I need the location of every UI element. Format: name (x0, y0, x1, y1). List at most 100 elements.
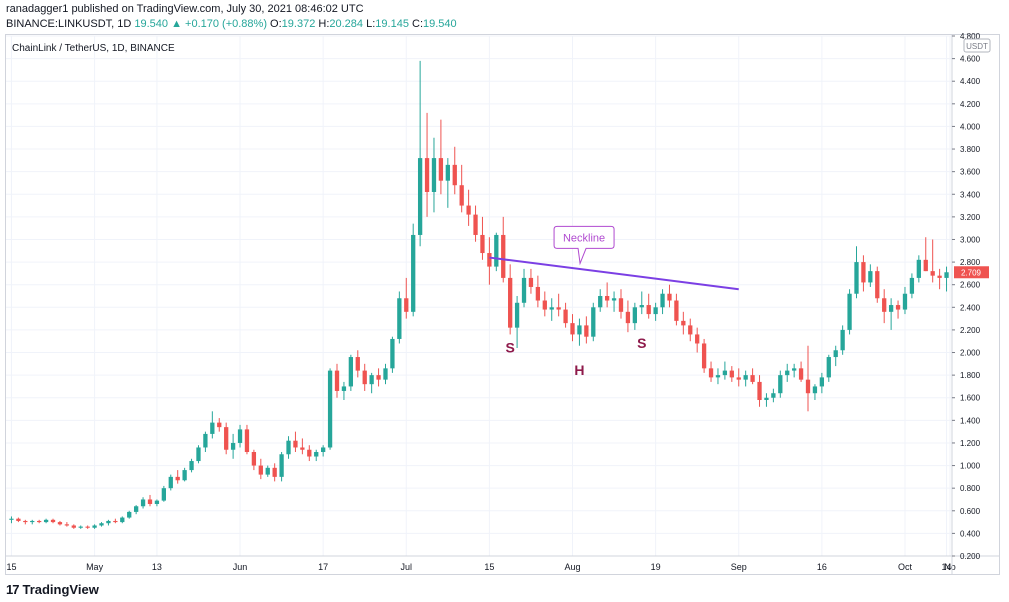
neckline-trendline (489, 256, 739, 291)
y-tick-label: 0.600 (960, 507, 981, 516)
candle-body (189, 461, 194, 471)
candle-body (390, 338, 395, 369)
candle-body (556, 307, 561, 310)
candle-body (487, 253, 492, 267)
tradingview-logo[interactable]: 17 TradingView (6, 582, 99, 597)
candle-body (314, 452, 319, 457)
candle-body (764, 397, 769, 400)
currency-box (963, 38, 991, 53)
candle-body (715, 375, 721, 378)
candle-body (570, 323, 575, 335)
x-tick-label: Jul (401, 562, 413, 572)
candle-body (674, 300, 679, 321)
y-tick-label: 2.200 (960, 326, 981, 335)
y-tick-label: 4.600 (960, 55, 981, 64)
x-tick-label: 15 (6, 562, 16, 572)
candle-body (549, 307, 554, 310)
tradingview-logo-text: TradingView (22, 582, 99, 597)
candle-body (826, 357, 831, 378)
x-tick-label: 13 (152, 562, 162, 572)
candle-body (466, 205, 471, 215)
chart-frame (5, 34, 1000, 575)
candle-body (57, 522, 63, 525)
candle-body (411, 234, 416, 312)
candle-body (792, 368, 797, 371)
candle-body (217, 422, 222, 428)
candle-body (708, 368, 714, 378)
candle-body (805, 379, 811, 394)
pattern-label-s: S (505, 340, 514, 356)
candle-body (431, 158, 437, 192)
candle-body (168, 476, 173, 489)
candle-body (341, 386, 347, 391)
candle-body (445, 164, 450, 181)
x-tick-label: Sep (731, 562, 747, 572)
candle-body (701, 343, 707, 369)
candle-body (120, 517, 125, 523)
candle-body (133, 506, 139, 512)
candle-body (916, 259, 921, 278)
candle-body (196, 447, 201, 462)
candle-body (265, 467, 270, 475)
candle-body (501, 234, 506, 278)
candle-body (106, 520, 111, 524)
candle-body (175, 476, 180, 481)
x-tick-label: 15 (484, 562, 494, 572)
y-tick-label: 2.600 (960, 281, 981, 290)
candle-body (293, 440, 298, 448)
candle-body (154, 500, 160, 504)
candle-body (840, 329, 845, 351)
pattern-label-h: H (574, 362, 584, 378)
candle-body (646, 305, 651, 315)
y-tick-label: 4.200 (960, 100, 981, 109)
candle-body (750, 375, 755, 382)
x-tick-label: Oct (898, 562, 913, 572)
x-tick-label: 17 (318, 562, 328, 572)
candle-body (722, 370, 728, 376)
candle-body (286, 440, 291, 455)
candle-body (514, 302, 520, 328)
y-tick-label: 4.400 (960, 77, 981, 86)
candle-body (37, 520, 42, 523)
y-tick-label: 1.600 (960, 394, 981, 403)
candle-body (625, 311, 631, 324)
y-tick-label: 0.800 (960, 484, 981, 493)
y-tick-label: 2.800 (960, 258, 981, 267)
x-tick-label: Jun (233, 562, 248, 572)
candle-body (785, 370, 790, 376)
candle-body (43, 519, 49, 523)
candle-body (584, 325, 589, 337)
instrument-title: ChainLink / TetherUS, 1D, BINANCE (12, 43, 175, 54)
candle-body (438, 158, 444, 181)
candle-body (30, 520, 35, 523)
candle-body (473, 214, 478, 235)
candle-body (494, 234, 499, 267)
candle-body (64, 524, 70, 526)
candle-body (417, 158, 423, 235)
symbol-label: BINANCE:LINKUSDT, 1D (6, 18, 132, 30)
candle-body (598, 296, 603, 308)
candle-body (508, 277, 513, 328)
candle-body (279, 454, 284, 477)
candle-body (888, 305, 894, 312)
ohlc-low: 19.145 (375, 18, 409, 30)
candle-body (833, 350, 838, 358)
ohlc-close-label: C: (412, 18, 424, 30)
candle-body (224, 427, 229, 450)
candle-body (923, 259, 928, 272)
candle-body (78, 526, 83, 528)
candle-body (743, 375, 748, 380)
candle-body (113, 520, 118, 523)
candle-body (272, 467, 277, 477)
ohlc-high-label: H: (318, 18, 330, 30)
candle-body (937, 275, 942, 278)
candle-body (577, 325, 582, 335)
candle-body (327, 370, 333, 448)
candle-body (778, 375, 783, 394)
candle-body (300, 447, 305, 450)
candle-body (729, 370, 734, 378)
candle-body (695, 334, 700, 344)
candle-body (639, 305, 644, 308)
y-tick-label: 1.200 (960, 439, 981, 448)
